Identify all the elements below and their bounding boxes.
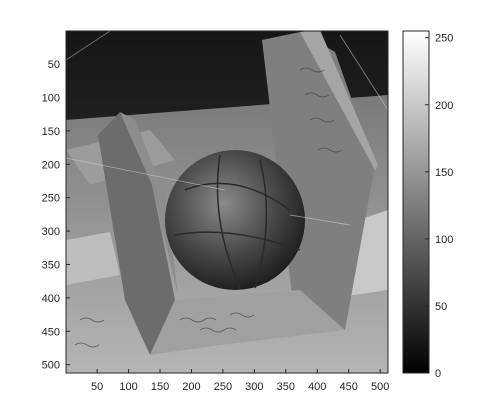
colorbar-axis: 0 50 100 150 200 250 bbox=[425, 33, 453, 380]
x-tick-label: 350 bbox=[277, 381, 295, 393]
y-tick-label: 450 bbox=[42, 326, 60, 338]
y-tick-label: 100 bbox=[42, 92, 60, 104]
colorbar bbox=[402, 30, 430, 374]
colorbar-tick-label: 200 bbox=[435, 100, 453, 112]
x-tick-label: 450 bbox=[340, 381, 358, 393]
x-tick-label: 400 bbox=[308, 381, 326, 393]
y-tick-label: 400 bbox=[42, 293, 60, 305]
colorbar-tick-label: 50 bbox=[435, 301, 447, 313]
y-tick-label: 250 bbox=[42, 193, 60, 205]
colorbar-tick-label: 100 bbox=[435, 234, 453, 246]
x-tick-label: 300 bbox=[245, 381, 263, 393]
x-tick-label: 50 bbox=[91, 381, 103, 393]
x-axis: 50 100 150 200 250 300 350 400 450 500 bbox=[91, 369, 389, 393]
y-tick-label: 50 bbox=[48, 59, 60, 71]
y-tick-label: 200 bbox=[42, 159, 60, 171]
colorbar-tick-label: 150 bbox=[435, 167, 453, 179]
plot-frame bbox=[65, 30, 389, 374]
x-tick-label: 100 bbox=[119, 381, 137, 393]
y-tick-label: 350 bbox=[42, 259, 60, 271]
colorbar-tick-label: 0 bbox=[435, 368, 441, 380]
y-axis: 50 100 150 200 250 300 350 400 450 500 bbox=[42, 59, 70, 372]
grayscale-image bbox=[66, 31, 388, 373]
colorbar-tick-label: 250 bbox=[435, 33, 453, 45]
x-tick-label: 150 bbox=[151, 381, 169, 393]
x-tick-label: 250 bbox=[214, 381, 232, 393]
y-tick-label: 300 bbox=[42, 226, 60, 238]
y-tick-label: 500 bbox=[42, 360, 60, 372]
x-tick-label: 200 bbox=[182, 381, 200, 393]
y-tick-label: 150 bbox=[42, 126, 60, 138]
x-tick-label: 500 bbox=[371, 381, 389, 393]
